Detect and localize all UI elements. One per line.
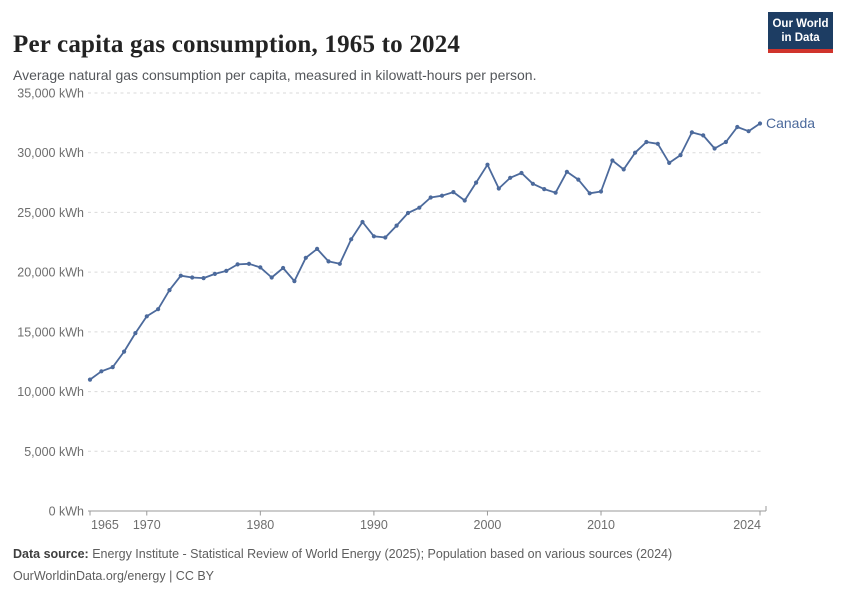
data-source-line: Data source: Energy Institute - Statisti… (13, 543, 833, 565)
data-point (144, 314, 149, 319)
data-point (201, 276, 206, 281)
data-source-text: Energy Institute - Statistical Review of… (88, 547, 673, 561)
x-axis-tick-label: 1980 (246, 518, 274, 532)
x-axis-tick-label: 2024 (733, 518, 761, 532)
data-point (315, 246, 320, 251)
data-point (428, 195, 433, 200)
data-point (701, 133, 706, 138)
data-point (735, 124, 740, 130)
owid-logo: Our World in Data (768, 12, 833, 53)
data-point (292, 279, 297, 284)
owid-logo-line2: in Data (781, 32, 820, 44)
data-point (655, 141, 660, 146)
data-point (383, 235, 388, 240)
x-axis-tick-label: 2010 (587, 518, 615, 532)
data-point (224, 268, 229, 273)
x-axis-tick-label: 1990 (360, 518, 388, 532)
data-point (667, 160, 672, 165)
data-point (326, 259, 331, 264)
data-point (394, 223, 399, 228)
data-line (89, 122, 761, 381)
y-axis-tick-label: 25,000 kWh (17, 206, 84, 220)
series-label: Canada (766, 115, 815, 131)
data-point (644, 139, 649, 145)
data-point (451, 190, 456, 195)
y-axis-tick-label: 20,000 kWh (17, 266, 84, 280)
data-point (496, 186, 501, 191)
data-point (269, 275, 274, 280)
data-point (371, 234, 376, 239)
data-point (712, 146, 717, 151)
data-point (122, 349, 127, 354)
data-point (746, 129, 751, 134)
data-point (678, 153, 683, 158)
chart-footer: Data source: Energy Institute - Statisti… (13, 543, 833, 587)
data-point (110, 365, 115, 370)
data-point (633, 150, 638, 155)
data-point (462, 198, 467, 203)
y-axis-tick-label: 15,000 kWh (17, 325, 84, 339)
data-point (190, 275, 195, 280)
data-point (439, 193, 445, 198)
data-point (360, 219, 365, 225)
data-point (99, 369, 104, 374)
data-point (621, 167, 626, 172)
data-source-label: Data source: (13, 547, 89, 561)
data-point (133, 331, 138, 336)
data-point (587, 191, 592, 196)
data-point (757, 121, 763, 126)
attribution-line: OurWorldinData.org/energy | CC BY (13, 569, 215, 583)
x-axis-tick-label: 2000 (474, 518, 502, 532)
data-point (167, 288, 172, 293)
data-point (564, 169, 570, 174)
data-point (156, 307, 161, 312)
data-point (212, 271, 217, 276)
data-point (508, 175, 513, 180)
data-point (405, 210, 411, 216)
data-point (235, 262, 240, 267)
data-point (303, 255, 308, 260)
x-axis-tick-label: 1970 (133, 518, 161, 532)
data-point (689, 130, 695, 135)
data-point (87, 377, 93, 382)
data-point (576, 177, 581, 182)
data-point (553, 190, 558, 195)
line-chart-canvas[interactable]: 0 kWh 5,000 kWh 10,000 kWh 15,000 kWh 20,000… (0, 0, 850, 540)
owid-logo-line1: Our World (772, 18, 829, 30)
y-axis-tick-label: 30,000 kWh (17, 146, 84, 160)
data-point (258, 265, 263, 270)
y-axis-tick-label: 5,000 kWh (24, 445, 84, 459)
chart-subtitle: Average natural gas consumption per capi… (13, 67, 537, 83)
data-point (519, 170, 524, 176)
data-point (542, 187, 547, 192)
data-point (598, 189, 604, 194)
data-point (530, 181, 536, 186)
page-title: Per capita gas consumption, 1965 to 2024 (13, 30, 461, 58)
y-axis-tick-label: 0 kWh (49, 505, 84, 519)
data-point (485, 162, 490, 167)
y-axis-tick-label: 10,000 kWh (17, 385, 84, 399)
x-axis-tick-label: 1965 (91, 518, 119, 532)
data-point (417, 205, 422, 210)
data-point (349, 237, 354, 242)
y-axis-tick-label: 35,000 kWh (17, 87, 84, 101)
data-point (610, 158, 615, 163)
data-point (723, 139, 729, 145)
data-point (178, 273, 183, 278)
data-point (474, 180, 479, 185)
data-point (281, 265, 286, 271)
data-point (246, 261, 252, 266)
data-point (337, 261, 342, 266)
